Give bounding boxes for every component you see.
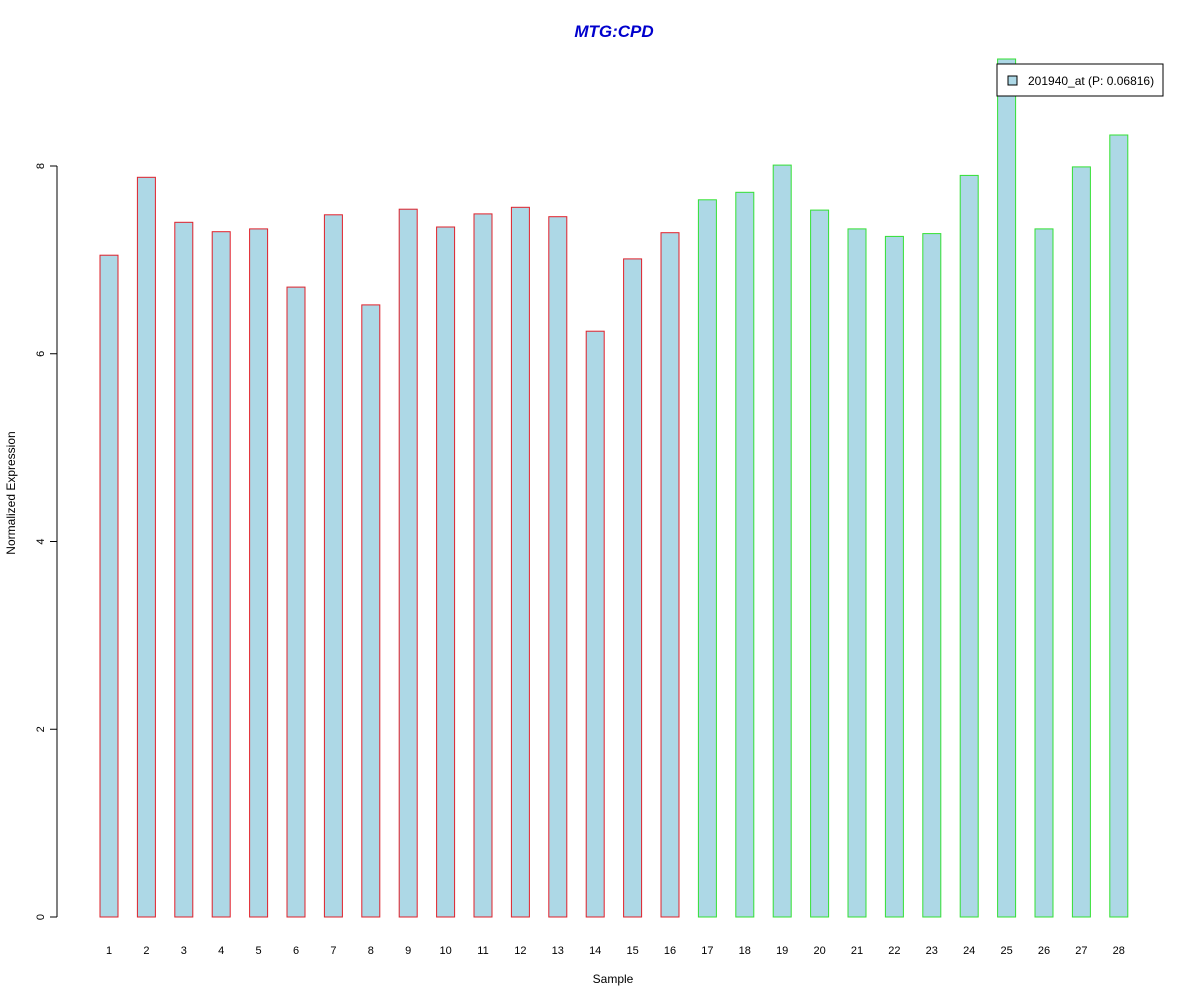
bar-sample-27	[1071, 166, 1091, 918]
y-axis-tick-label: 4	[35, 538, 47, 544]
x-axis-tick-label: 18	[739, 945, 751, 957]
chart-title: MTG:CPD	[574, 22, 653, 41]
x-axis-tick-label: 19	[776, 945, 788, 957]
x-axis-tick-label: 4	[218, 945, 224, 957]
y-axis-tick-label: 2	[35, 726, 47, 732]
x-axis-tick-label: 1	[106, 945, 112, 957]
bar-sample-8	[361, 304, 381, 918]
legend-entry: 201940_at (P: 0.06816)	[1028, 74, 1154, 88]
bar-sample-23	[922, 233, 942, 918]
bar-sample-18	[735, 191, 755, 918]
x-axis-tick-label: 28	[1113, 945, 1125, 957]
bar-sample-7	[323, 214, 343, 918]
legend-swatch	[1007, 75, 1018, 86]
x-axis-tick-label: 11	[477, 945, 488, 957]
bar-sample-14	[585, 330, 605, 918]
x-axis-tick-label: 27	[1075, 945, 1087, 957]
x-axis-tick-label: 23	[926, 945, 938, 957]
bar-sample-3	[174, 221, 194, 918]
bar-sample-15	[623, 258, 643, 918]
bar-sample-13	[548, 216, 568, 918]
bar-sample-17	[697, 199, 717, 918]
bar-sample-1	[99, 254, 119, 918]
x-axis-tick-label: 8	[368, 945, 374, 957]
bar-sample-26	[1034, 228, 1054, 918]
y-axis-tick-label: 6	[35, 351, 47, 357]
x-axis-tick-label: 20	[813, 945, 825, 957]
y-axis-tick-label: 0	[35, 914, 47, 920]
x-axis-tick-label: 2	[143, 945, 149, 957]
x-axis-tick-label: 5	[256, 945, 262, 957]
bar-sample-10	[436, 226, 456, 918]
x-axis-tick-label: 13	[552, 945, 564, 957]
x-axis-tick-label: 21	[851, 945, 863, 957]
legend: 201940_at (P: 0.06816)	[996, 63, 1164, 97]
x-axis-tick-label: 10	[439, 945, 451, 957]
bar-sample-20	[810, 209, 830, 918]
x-axis-tick-label: 15	[626, 945, 638, 957]
bars	[99, 58, 1129, 918]
x-axis-tick-label: 7	[330, 945, 336, 957]
bar-sample-19	[772, 164, 792, 918]
x-axis-tick-label: 6	[293, 945, 299, 957]
y-axis: 0 2 4 6 8	[35, 163, 58, 920]
x-axis-label: Sample	[593, 972, 634, 986]
bar-sample-24	[959, 174, 979, 918]
bar-sample-25	[997, 58, 1017, 918]
x-axis-tick-label: 25	[1000, 945, 1012, 957]
y-axis-label: Normalized Expression	[4, 431, 18, 554]
x-axis-tick-label: 17	[701, 945, 713, 957]
x-axis-tick-label: 16	[664, 945, 676, 957]
bar-sample-21	[847, 228, 867, 918]
x-axis-tick-labels: 1 2 3 4 5 6 7 8 9 10 11 12 13 14 15 16 17 18 19 20 21 22 23 24 2…	[106, 945, 1125, 957]
x-axis-tick-label: 24	[963, 945, 975, 957]
bar-sample-9	[398, 208, 418, 918]
bar-sample-2	[136, 176, 156, 918]
x-axis-tick-label: 26	[1038, 945, 1050, 957]
bar-sample-12	[510, 206, 530, 918]
bar-sample-5	[249, 228, 269, 918]
x-axis-tick-label: 14	[589, 945, 601, 957]
bar-sample-16	[660, 232, 680, 918]
x-axis-tick-label: 9	[405, 945, 411, 957]
y-axis-tick-label: 8	[35, 163, 47, 169]
bar-sample-6	[286, 286, 306, 918]
bar-sample-22	[884, 235, 904, 918]
x-axis-tick-label: 3	[181, 945, 187, 957]
bar-sample-11	[473, 213, 493, 918]
legend-box	[996, 63, 1164, 97]
x-axis-tick-label: 22	[888, 945, 900, 957]
bar-sample-28	[1109, 134, 1129, 918]
x-axis-tick-label: 12	[514, 945, 526, 957]
bar-sample-4	[211, 231, 231, 918]
